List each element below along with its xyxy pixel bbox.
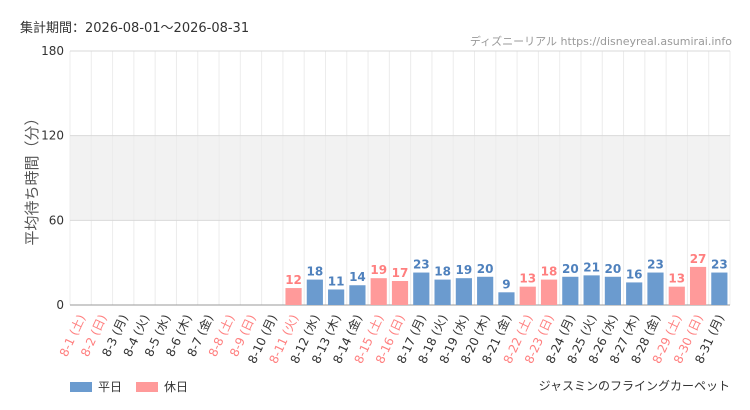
bar-value-label: 19	[456, 263, 473, 277]
legend-swatch-holiday	[136, 381, 159, 392]
legend-item-holiday[interactable]: 休日	[136, 378, 188, 395]
source-credit: ディズニーリアル https://disneyreal.asumirai.inf…	[469, 35, 732, 48]
y-tick-label: 60	[49, 213, 64, 227]
bar-value-label: 16	[626, 267, 643, 281]
bar	[413, 272, 430, 305]
grid-band	[70, 135, 730, 221]
bar-value-label: 27	[690, 252, 707, 266]
bar	[455, 278, 472, 305]
bar-value-label: 18	[434, 265, 451, 279]
y-axis-title: 平均待ち時間（分）	[23, 110, 41, 245]
bar	[540, 279, 558, 305]
bar	[668, 286, 685, 305]
legend-label-weekday: 平日	[98, 380, 123, 394]
bar-value-label: 23	[647, 258, 664, 272]
y-tick-label: 0	[56, 298, 64, 312]
bar-value-label: 9	[502, 277, 510, 291]
bar-value-label: 21	[583, 260, 600, 274]
bar	[434, 279, 451, 305]
bar	[306, 279, 323, 305]
bar-value-label: 23	[413, 258, 430, 272]
y-tick-label: 120	[41, 129, 64, 143]
attraction-name: ジャスミンのフライングカーペット	[538, 379, 730, 393]
bar	[689, 266, 707, 305]
y-tick-label: 180	[41, 44, 64, 58]
legend-swatch-weekday	[70, 381, 92, 392]
bar-value-label: 20	[477, 262, 494, 276]
bar-value-label: 13	[668, 272, 685, 286]
bar	[370, 278, 387, 305]
bar	[647, 272, 664, 305]
bar	[604, 276, 621, 305]
bar-value-label: 18	[306, 265, 323, 279]
bar-value-label: 12	[285, 273, 302, 287]
bar-value-label: 13	[519, 272, 536, 286]
bar-value-label: 19	[370, 263, 387, 277]
chart-legend: 平日 休日	[70, 378, 202, 395]
bar	[477, 276, 494, 305]
bar	[328, 289, 345, 305]
period-label: 集計期間：2026-08-01～2026-08-31	[20, 21, 250, 36]
bar-value-label: 17	[392, 266, 409, 280]
bar	[349, 285, 366, 305]
bar	[498, 292, 515, 305]
bar-value-label: 18	[541, 265, 558, 279]
bar	[626, 282, 643, 305]
legend-item-weekday[interactable]: 平日	[70, 378, 122, 395]
bar-value-label: 14	[349, 270, 366, 284]
bar	[583, 275, 600, 305]
bar	[519, 286, 536, 305]
bar	[711, 272, 728, 305]
bar	[285, 288, 302, 305]
legend-label-holiday: 休日	[164, 380, 189, 394]
bar-value-label: 11	[328, 274, 345, 288]
bar-value-label: 20	[605, 262, 622, 276]
bar	[391, 281, 409, 305]
bar	[562, 276, 579, 305]
bar-value-label: 23	[711, 258, 728, 272]
bar-value-label: 20	[562, 262, 579, 276]
